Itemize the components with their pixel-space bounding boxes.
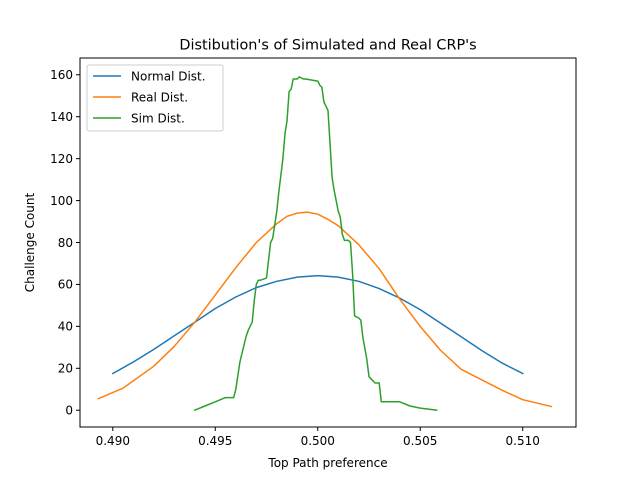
chart-title: Distibution's of Simulated and Real CRP'… xyxy=(179,38,476,54)
series-line-3 xyxy=(193,76,438,412)
y-tick-label: 80 xyxy=(58,236,73,250)
x-tick-label: 0.510 xyxy=(506,434,540,448)
x-axis-label: Top Path preference xyxy=(267,456,387,470)
legend-label: Normal Dist. xyxy=(131,69,206,83)
axes-layer: 0.490 0.495 0.500 0.505 0.510 0 20 40 60 80 100 120… xyxy=(50,68,540,448)
legend-label: Sim Dist. xyxy=(131,111,185,125)
x-tick-label: 0.495 xyxy=(198,434,232,448)
legend-box xyxy=(86,64,224,132)
x-tick-label: 0.505 xyxy=(403,434,437,448)
y-tick-label: 40 xyxy=(58,320,73,334)
legend: Normal Dist. Real Dist. Sim Dist. xyxy=(86,64,224,132)
y-tick-label: 160 xyxy=(50,68,73,82)
y-tick-label: 60 xyxy=(58,278,73,292)
x-tick-label: 0.500 xyxy=(301,434,335,448)
y-tick-label: 0 xyxy=(65,404,73,418)
legend-label: Real Dist. xyxy=(131,90,188,104)
series-line-1 xyxy=(111,274,524,375)
series-layer xyxy=(97,76,553,412)
x-tick-label: 0.490 xyxy=(96,434,130,448)
y-tick-label: 20 xyxy=(58,362,73,376)
plot-frame xyxy=(79,57,577,428)
series-line-2 xyxy=(97,211,553,408)
y-tick-label: 120 xyxy=(50,152,73,166)
y-tick-label: 100 xyxy=(50,194,73,208)
y-axis-label: Challenge Count xyxy=(23,192,37,292)
y-tick-label: 140 xyxy=(50,110,73,124)
